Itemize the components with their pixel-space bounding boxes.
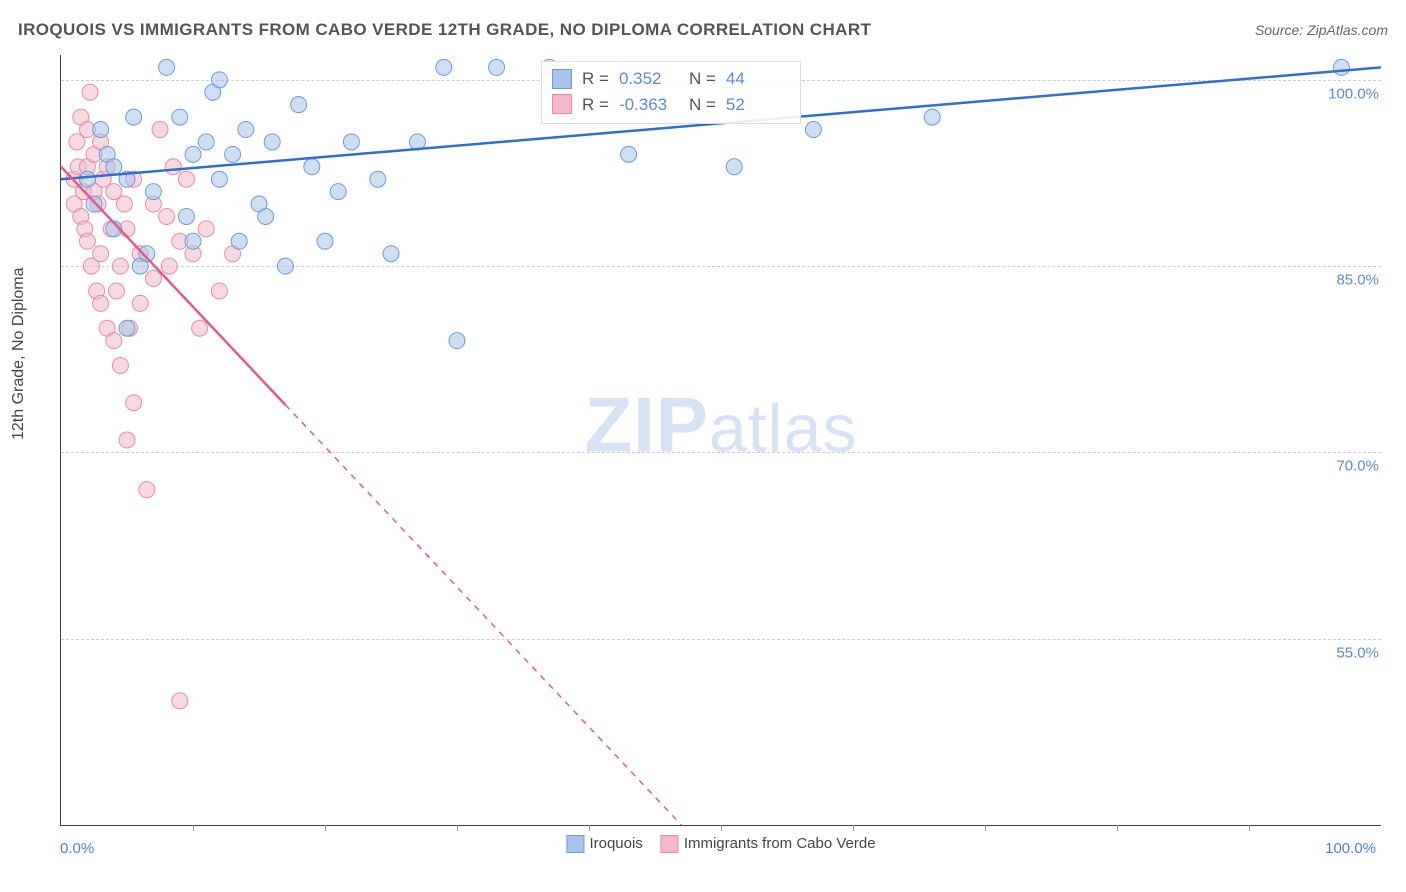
data-point-cabo [79,233,95,249]
data-point-cabo [112,258,128,274]
plot-area: ZIPatlas 100.0%85.0%70.0%55.0% R =0.352N… [60,55,1381,826]
data-point-cabo [132,295,148,311]
source-label: Source: ZipAtlas.com [1255,22,1388,38]
data-point-iroquois [145,184,161,200]
data-point-iroquois [370,171,386,187]
stats-n-label: N = [689,92,716,118]
data-point-iroquois [924,109,940,125]
legend-swatch-icon [566,835,584,853]
data-point-iroquois [178,208,194,224]
data-point-cabo [82,84,98,100]
data-point-iroquois [330,184,346,200]
data-point-iroquois [258,208,274,224]
stats-n-value: 44 [726,66,786,92]
data-point-iroquois [185,233,201,249]
legend-bottom: Iroquois Immigrants from Cabo Verde [566,835,875,853]
trend-line-cabo-dashed [285,405,681,825]
y-axis-label: 12th Grade, No Diploma [10,267,28,440]
data-point-iroquois [159,59,175,75]
x-tick [721,825,722,831]
data-point-cabo [159,208,175,224]
data-point-iroquois [211,171,227,187]
legend-label: Iroquois [589,835,642,852]
data-point-cabo [112,357,128,373]
x-tick [1117,825,1118,831]
data-point-iroquois [231,233,247,249]
data-point-cabo [165,159,181,175]
data-point-cabo [145,271,161,287]
data-point-iroquois [317,233,333,249]
stats-n-label: N = [689,66,716,92]
data-point-iroquois [277,258,293,274]
data-point-iroquois [805,122,821,138]
data-point-iroquois [119,320,135,336]
legend-swatch-icon [552,94,572,114]
data-point-cabo [106,333,122,349]
data-point-iroquois [126,109,142,125]
legend-label: Immigrants from Cabo Verde [684,835,876,852]
legend-swatch-icon [661,835,679,853]
legend-item: Iroquois [566,835,642,853]
x-tick [853,825,854,831]
data-point-cabo [198,221,214,237]
data-point-iroquois [449,333,465,349]
data-point-iroquois [211,72,227,88]
data-point-cabo [161,258,177,274]
data-point-iroquois [198,134,214,150]
data-point-iroquois [79,171,95,187]
data-point-cabo [152,122,168,138]
data-point-cabo [93,246,109,262]
stats-row-iroquois: R = 0.352 N = 44 [552,66,786,92]
data-point-iroquois [304,159,320,175]
data-point-iroquois [86,196,102,212]
data-point-iroquois [93,122,109,138]
data-point-iroquois [621,146,637,162]
x-tick [985,825,986,831]
data-point-cabo [139,482,155,498]
data-point-iroquois [185,146,201,162]
data-point-cabo [116,196,132,212]
x-tick [589,825,590,831]
data-point-iroquois [436,59,452,75]
chart-title: IROQUOIS VS IMMIGRANTS FROM CABO VERDE 1… [18,20,871,40]
data-point-iroquois [383,246,399,262]
data-point-iroquois [172,109,188,125]
legend-item: Immigrants from Cabo Verde [661,835,876,853]
data-point-iroquois [238,122,254,138]
x-tick [1249,825,1250,831]
x-tick [457,825,458,831]
stats-r-value: -0.363 [619,92,679,118]
data-point-cabo [108,283,124,299]
stats-r-value: 0.352 [619,66,679,92]
data-point-iroquois [291,97,307,113]
data-point-cabo [211,283,227,299]
data-point-iroquois [264,134,280,150]
stats-n-value: 52 [726,92,786,118]
stats-r-label: R = [582,66,609,92]
x-axis-min-label: 0.0% [60,840,94,857]
data-point-iroquois [489,59,505,75]
x-axis-max-label: 100.0% [1325,840,1376,857]
legend-swatch-icon [552,69,572,89]
x-tick [325,825,326,831]
data-point-iroquois [225,146,241,162]
x-tick [193,825,194,831]
data-point-iroquois [1333,59,1349,75]
stats-row-cabo: R = -0.363 N = 52 [552,92,786,118]
data-point-cabo [192,320,208,336]
data-point-cabo [126,395,142,411]
data-point-iroquois [106,159,122,175]
data-point-cabo [119,432,135,448]
data-point-iroquois [726,159,742,175]
data-point-cabo [93,295,109,311]
stats-r-label: R = [582,92,609,118]
stats-box: R = 0.352 N = 44 R = -0.363 N = 52 [541,61,801,124]
data-point-cabo [172,693,188,709]
data-point-cabo [178,171,194,187]
chart-svg [61,55,1381,825]
data-point-iroquois [343,134,359,150]
